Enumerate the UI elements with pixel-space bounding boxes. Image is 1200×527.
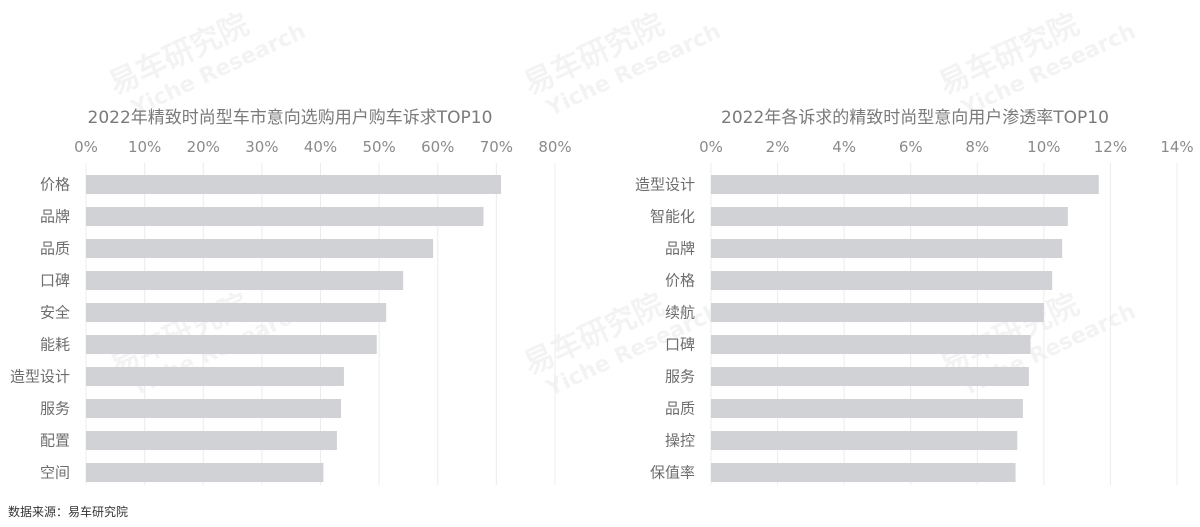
x-tick-label: 12% [1094, 138, 1127, 156]
x-axis-ticks: 0% 10% 20% 30% 40% 50% 60% 70% 80% [74, 138, 572, 156]
x-tick-label: 8% [965, 138, 989, 156]
bar [711, 303, 1044, 322]
watermark: 易车研究院Yiche Research [934, 7, 1140, 122]
bar [711, 335, 1031, 354]
bar [86, 207, 484, 226]
x-tick-label: 70% [480, 138, 513, 156]
chart-penetration-rate: 2022年各诉求的精致时尚型意向用户渗透率TOP10 0% 2% 4% 6% 8% 10%… [635, 108, 1194, 485]
category-label: 价格 [40, 176, 70, 194]
category-label: 服务 [40, 400, 70, 418]
x-tick-label: 60% [421, 138, 454, 156]
bar [86, 431, 337, 450]
data-source-note: 数据来源：易车研究院 [8, 505, 129, 519]
chart-title: 2022年精致时尚型车市意向选购用户购车诉求TOP10 [88, 108, 493, 128]
bar [711, 463, 1016, 482]
x-tick-label: 20% [187, 138, 220, 156]
bar [711, 239, 1063, 258]
category-label: 价格 [665, 272, 695, 290]
x-tick-label: 50% [362, 138, 395, 156]
category-label: 续航 [665, 304, 695, 322]
chart-purchase-demands: 2022年精致时尚型车市意向选购用户购车诉求TOP10 0% 10% 20% 30% 4… [10, 108, 572, 485]
category-label: 保值率 [650, 464, 695, 482]
category-label: 造型设计 [10, 368, 70, 386]
category-label: 口碑 [665, 336, 695, 354]
x-tick-label: 14% [1160, 138, 1193, 156]
x-tick-label: 2% [766, 138, 790, 156]
category-label: 品牌 [665, 240, 695, 258]
x-axis-ticks: 0% 2% 4% 6% 8% 10% 12% 14% [699, 138, 1194, 156]
chart-title: 2022年各诉求的精致时尚型意向用户渗透率TOP10 [721, 108, 1109, 128]
bar [86, 463, 324, 482]
category-label: 安全 [40, 304, 70, 322]
bar [86, 175, 502, 194]
category-label: 品质 [40, 240, 70, 258]
bar [711, 207, 1068, 226]
x-tick-label: 6% [899, 138, 923, 156]
category-label: 智能化 [650, 208, 695, 226]
category-label: 口碑 [40, 272, 70, 290]
category-label: 配置 [40, 432, 70, 450]
bar [711, 431, 1018, 450]
bar [711, 399, 1023, 418]
x-tick-label: 30% [245, 138, 278, 156]
bar [711, 367, 1029, 386]
category-label: 操控 [665, 432, 695, 450]
category-label: 能耗 [40, 336, 70, 354]
x-tick-label: 40% [304, 138, 337, 156]
bar [711, 175, 1099, 194]
x-tick-label: 10% [1027, 138, 1060, 156]
watermark: 易车研究院Yiche Research [519, 7, 725, 122]
bars [86, 175, 502, 482]
x-tick-label: 0% [699, 138, 723, 156]
bar [711, 271, 1053, 290]
category-label: 空间 [40, 464, 70, 482]
category-label: 品牌 [40, 208, 70, 226]
x-tick-label: 10% [128, 138, 161, 156]
bar [86, 367, 344, 386]
bar [86, 271, 404, 290]
x-tick-label: 80% [538, 138, 571, 156]
bars [711, 175, 1099, 482]
bar [86, 303, 387, 322]
bar [86, 335, 377, 354]
bar [86, 399, 342, 418]
category-label: 服务 [665, 368, 695, 386]
x-tick-label: 0% [74, 138, 98, 156]
category-label: 品质 [665, 400, 695, 418]
bar [86, 239, 434, 258]
x-tick-label: 4% [832, 138, 856, 156]
watermark: 易车研究院Yiche Research [104, 7, 310, 122]
category-label: 造型设计 [635, 176, 695, 194]
